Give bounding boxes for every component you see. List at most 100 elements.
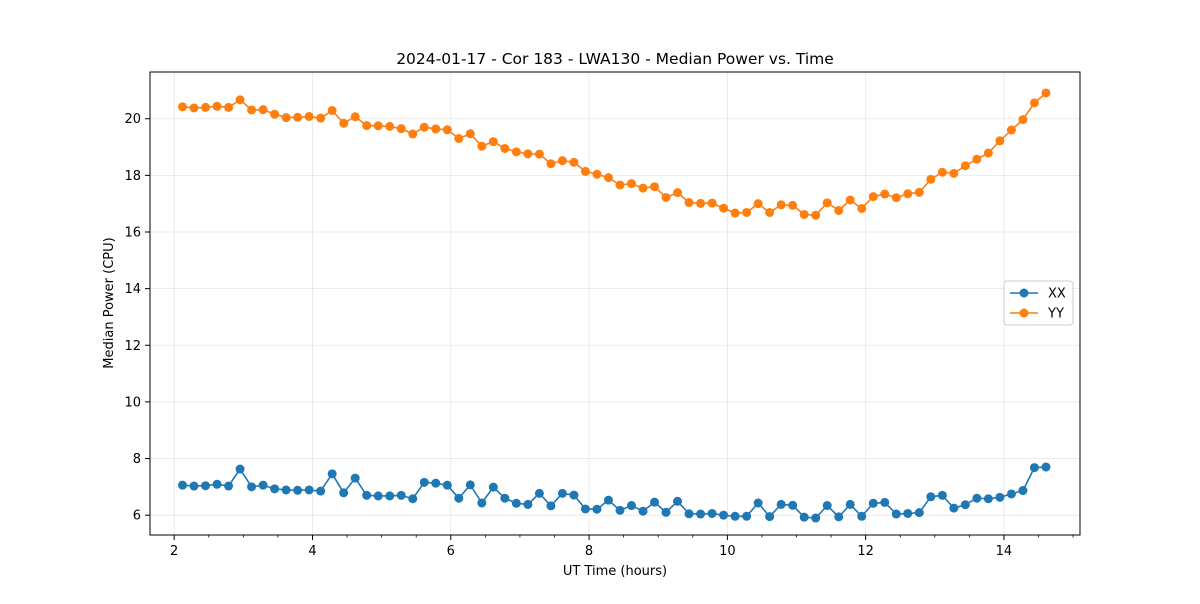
data-point-xx — [396, 490, 406, 500]
data-point-yy — [534, 149, 544, 159]
data-point-yy — [408, 129, 418, 139]
data-point-xx — [201, 481, 211, 491]
data-point-yy — [788, 200, 798, 210]
data-point-xx — [580, 504, 590, 514]
data-point-xx — [626, 501, 636, 511]
data-point-yy — [603, 173, 613, 183]
grid-layer — [150, 72, 1080, 535]
data-point-xx — [949, 503, 959, 513]
data-point-xx — [224, 481, 234, 491]
data-point-yy — [431, 124, 441, 134]
data-point-yy — [926, 174, 936, 184]
plot-area — [150, 72, 1080, 535]
data-point-xx — [534, 488, 544, 498]
x-tick-label: 10 — [719, 544, 736, 559]
data-point-xx — [258, 480, 268, 490]
data-point-xx — [880, 497, 890, 507]
data-point-yy — [776, 200, 786, 210]
data-point-yy — [477, 141, 487, 151]
data-point-yy — [822, 198, 832, 208]
data-point-xx — [914, 508, 924, 518]
data-point-yy — [224, 102, 234, 112]
data-point-xx — [1006, 489, 1016, 499]
data-point-yy — [799, 209, 809, 219]
data-point-yy — [845, 195, 855, 205]
data-point-xx — [270, 484, 280, 494]
data-point-xx — [293, 485, 303, 495]
data-point-xx — [500, 493, 510, 503]
data-point-xx — [431, 478, 441, 488]
data-point-yy — [719, 203, 729, 213]
data-point-yy — [327, 106, 337, 116]
data-point-yy — [753, 199, 763, 209]
data-point-xx — [868, 498, 878, 508]
data-point-yy — [557, 156, 567, 166]
data-point-yy — [903, 189, 913, 199]
y-tick-label: 16 — [124, 225, 141, 240]
data-point-yy — [891, 193, 901, 203]
data-point-yy — [396, 124, 406, 134]
legend-marker-yy — [1019, 308, 1029, 318]
x-tick-label: 12 — [857, 544, 874, 559]
data-point-yy — [304, 111, 314, 121]
data-point-yy — [742, 207, 752, 217]
data-point-yy — [189, 103, 199, 113]
data-point-yy — [983, 148, 993, 158]
y-tick-label: 10 — [124, 395, 141, 410]
data-point-yy — [523, 149, 533, 159]
data-point-yy — [1041, 88, 1051, 98]
data-point-xx — [189, 481, 199, 491]
y-tick-label: 14 — [124, 282, 141, 297]
data-point-yy — [419, 122, 429, 132]
x-tick-label: 2 — [170, 544, 178, 559]
data-point-yy — [684, 198, 694, 208]
data-point-xx — [937, 490, 947, 500]
data-point-yy — [972, 154, 982, 164]
legend-label-yy: YY — [1047, 307, 1064, 322]
y-tick-label: 18 — [124, 169, 141, 184]
data-point-yy — [811, 210, 821, 220]
data-point-xx — [696, 509, 706, 519]
series-layer — [178, 88, 1051, 523]
tick-layer: 2 4 6 8 10 12 14 6 8 10 12 14 16 18 20 — [124, 112, 1074, 559]
y-tick-label: 6 — [133, 509, 141, 524]
data-point-xx — [304, 485, 314, 495]
data-point-xx — [799, 512, 809, 522]
data-point-yy — [995, 136, 1005, 146]
data-point-yy — [1018, 115, 1028, 125]
x-tick-label: 14 — [996, 544, 1013, 559]
data-point-yy — [1006, 125, 1016, 135]
data-point-yy — [281, 113, 291, 123]
data-point-yy — [465, 129, 475, 139]
data-point-yy — [511, 147, 521, 157]
data-point-yy — [880, 189, 890, 199]
data-point-xx — [615, 505, 625, 515]
data-point-xx — [385, 491, 395, 501]
x-tick-label: 4 — [308, 544, 316, 559]
data-point-xx — [327, 469, 337, 479]
data-point-xx — [212, 479, 222, 489]
data-point-yy — [638, 183, 648, 193]
data-point-xx — [442, 480, 452, 490]
data-point-yy — [339, 118, 349, 128]
x-axis-label: UT Time (hours) — [563, 564, 667, 579]
data-point-yy — [949, 168, 959, 178]
data-point-yy — [650, 182, 660, 192]
data-point-yy — [270, 109, 280, 119]
data-point-xx — [465, 480, 475, 490]
data-point-xx — [742, 511, 752, 521]
data-point-xx — [822, 501, 832, 511]
y-tick-label: 20 — [124, 112, 141, 127]
series-line-xx — [182, 466, 1046, 519]
data-point-yy — [937, 167, 947, 177]
data-point-yy — [488, 137, 498, 147]
data-point-xx — [673, 496, 683, 506]
data-point-yy — [707, 198, 717, 208]
data-point-xx — [362, 490, 372, 500]
data-point-yy — [696, 198, 706, 208]
data-point-xx — [178, 480, 187, 490]
data-point-yy — [914, 187, 924, 197]
data-point-xx — [857, 511, 867, 521]
data-point-xx — [719, 510, 729, 520]
